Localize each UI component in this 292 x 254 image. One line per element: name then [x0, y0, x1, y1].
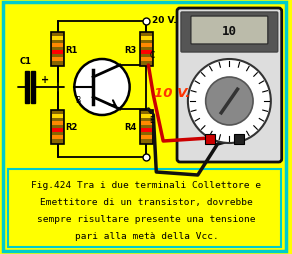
Bar: [52, 135, 63, 139]
Text: B: B: [75, 96, 80, 105]
Text: R1: R1: [65, 45, 78, 54]
Circle shape: [206, 78, 253, 125]
Bar: [140, 110, 153, 145]
Bar: [8, 169, 281, 247]
Text: E: E: [150, 116, 154, 124]
Bar: [51, 33, 65, 67]
Bar: [140, 135, 152, 139]
Text: +: +: [41, 75, 49, 85]
Bar: [52, 121, 63, 125]
Bar: [51, 110, 65, 145]
Bar: [205, 134, 215, 145]
Bar: [140, 58, 152, 62]
Bar: [31, 72, 35, 104]
Text: Emettitore di un transistor, dovrebbe: Emettitore di un transistor, dovrebbe: [40, 197, 253, 206]
Text: Fig.424 Tra i due terminali Collettore e: Fig.424 Tra i due terminali Collettore e: [32, 180, 261, 189]
Bar: [140, 44, 152, 48]
Bar: [52, 58, 63, 62]
Bar: [140, 115, 152, 119]
Text: R3: R3: [124, 45, 137, 54]
Bar: [140, 33, 153, 67]
Bar: [52, 37, 63, 41]
Bar: [140, 37, 152, 41]
FancyBboxPatch shape: [181, 13, 278, 53]
Bar: [234, 134, 244, 145]
Bar: [140, 121, 152, 125]
FancyBboxPatch shape: [177, 9, 282, 162]
Circle shape: [188, 60, 271, 144]
Bar: [52, 44, 63, 48]
Bar: [140, 129, 152, 133]
Bar: [52, 129, 63, 133]
Bar: [25, 72, 29, 104]
Bar: [52, 51, 63, 55]
Text: 10: 10: [222, 24, 237, 37]
Bar: [140, 51, 152, 55]
Text: 20 V.: 20 V.: [152, 15, 177, 24]
Circle shape: [74, 60, 130, 116]
Text: C: C: [150, 51, 155, 60]
Text: R2: R2: [65, 123, 78, 132]
Bar: [52, 115, 63, 119]
Text: 10 V.: 10 V.: [154, 86, 191, 99]
Text: sempre risultare presente una tensione: sempre risultare presente una tensione: [37, 214, 256, 223]
Text: pari alla metà della Vcc.: pari alla metà della Vcc.: [74, 231, 218, 240]
FancyBboxPatch shape: [191, 17, 268, 45]
Text: R4: R4: [124, 123, 137, 132]
Text: C1: C1: [20, 57, 32, 66]
